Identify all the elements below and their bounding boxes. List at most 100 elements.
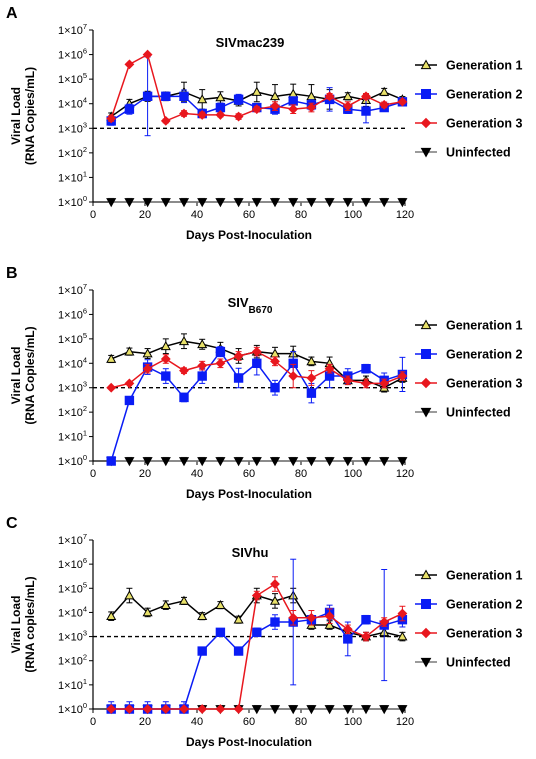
data-point [142,348,153,358]
legend-label: Generation 3 [446,117,522,131]
data-point [270,617,280,627]
series-generation-3 [106,346,408,393]
data-point [269,705,281,715]
y-tick-exponent: 2 [83,404,87,413]
data-point [379,705,390,715]
data-point [106,198,117,208]
y-tick-label: 1×100 [58,453,87,468]
y-tick-base: 1×10 [58,535,83,547]
chart-title-subscript: B670 [249,305,273,316]
data-point [342,624,353,635]
legend-marker [420,377,432,389]
data-point [233,646,244,656]
y-tick-exponent: 0 [83,453,87,462]
data-point [161,91,171,102]
data-point [233,198,244,208]
data-point [360,198,372,208]
y-tick-base: 1×10 [58,123,83,135]
data-point [106,704,117,714]
data-point [252,627,262,638]
y-tick-base: 1×10 [58,285,83,297]
y-tick-exponent: 7 [83,22,87,31]
y-tick-exponent: 7 [83,282,87,291]
data-point [342,198,353,208]
data-point [288,705,299,715]
panel-label: B [6,265,18,282]
data-point [361,631,371,642]
data-point [179,91,189,102]
data-point [361,614,371,625]
y-tick-base: 1×10 [58,432,83,444]
legend-marker [420,147,432,158]
data-point [124,395,135,406]
data-point [306,198,317,208]
data-point [288,88,299,98]
data-point [197,646,207,656]
data-point [178,457,190,467]
data-point [142,607,153,617]
y-tick-label: 1×105 [58,580,87,595]
data-point [397,705,408,715]
x-tick-label: 20 [139,468,151,480]
y-tick-label: 1×104 [58,355,87,370]
data-point [142,704,153,714]
y-tick-label: 1×103 [58,380,87,395]
x-tick-label: 20 [139,716,151,728]
data-point [124,590,135,600]
data-point [197,94,208,104]
data-point [124,704,135,714]
data-point [251,104,262,115]
data-point [215,627,226,638]
data-point [379,86,390,96]
series-generation-3 [106,576,408,714]
data-point [197,371,207,381]
y-tick-base: 1×10 [58,50,83,62]
panel-label: C [6,515,18,532]
data-point [160,354,171,364]
y-tick-exponent: 7 [83,532,87,541]
x-tick-label: 120 [396,716,414,728]
legend-marker [420,117,432,129]
legend-label: Generation 1 [446,569,522,583]
chart-title: SIVB670 [228,295,273,316]
series-generation-2 [106,346,408,466]
data-point [360,705,372,715]
y-tick-label: 1×106 [58,306,87,321]
x-tick-label: 60 [243,468,255,480]
data-point [160,457,171,467]
y-tick-label: 1×102 [58,404,87,419]
x-tick-label: 100 [344,209,362,221]
data-point [215,110,226,120]
data-point [106,610,117,621]
data-point [361,91,371,102]
data-point [197,360,208,371]
data-point [342,101,353,112]
legend-label: Generation 2 [446,88,522,102]
data-point [397,608,408,619]
data-point [379,99,390,110]
x-axis-label: Days Post-Inoculation [186,487,312,501]
y-tick-exponent: 3 [83,380,87,389]
series-line [111,611,403,710]
y-tick-base: 1×10 [58,632,83,644]
data-point [397,457,408,467]
data-point [288,96,298,106]
x-axis-label: Days Post-Inoculation [186,735,312,749]
data-point [379,198,390,208]
y-tick-base: 1×10 [58,680,83,692]
legend: Generation 1 Generation 2 Generation 3 Unin… [415,569,522,670]
x-tick-label: 40 [191,209,203,221]
chart-title-text: SIV [228,295,249,310]
y-tick-base: 1×10 [58,148,83,160]
data-point [288,104,299,115]
x-tick-label: 0 [90,209,96,221]
data-point [306,705,317,715]
data-point [106,113,117,124]
x-tick-label: 0 [90,716,96,728]
data-point [142,457,153,467]
y-axis-label: Viral Load [9,596,23,654]
data-point [178,595,190,605]
y-tick-exponent: 3 [83,629,87,638]
legend-marker [420,59,432,70]
legend: Generation 1 Generation 2 Generation 3 Unin… [415,59,522,160]
